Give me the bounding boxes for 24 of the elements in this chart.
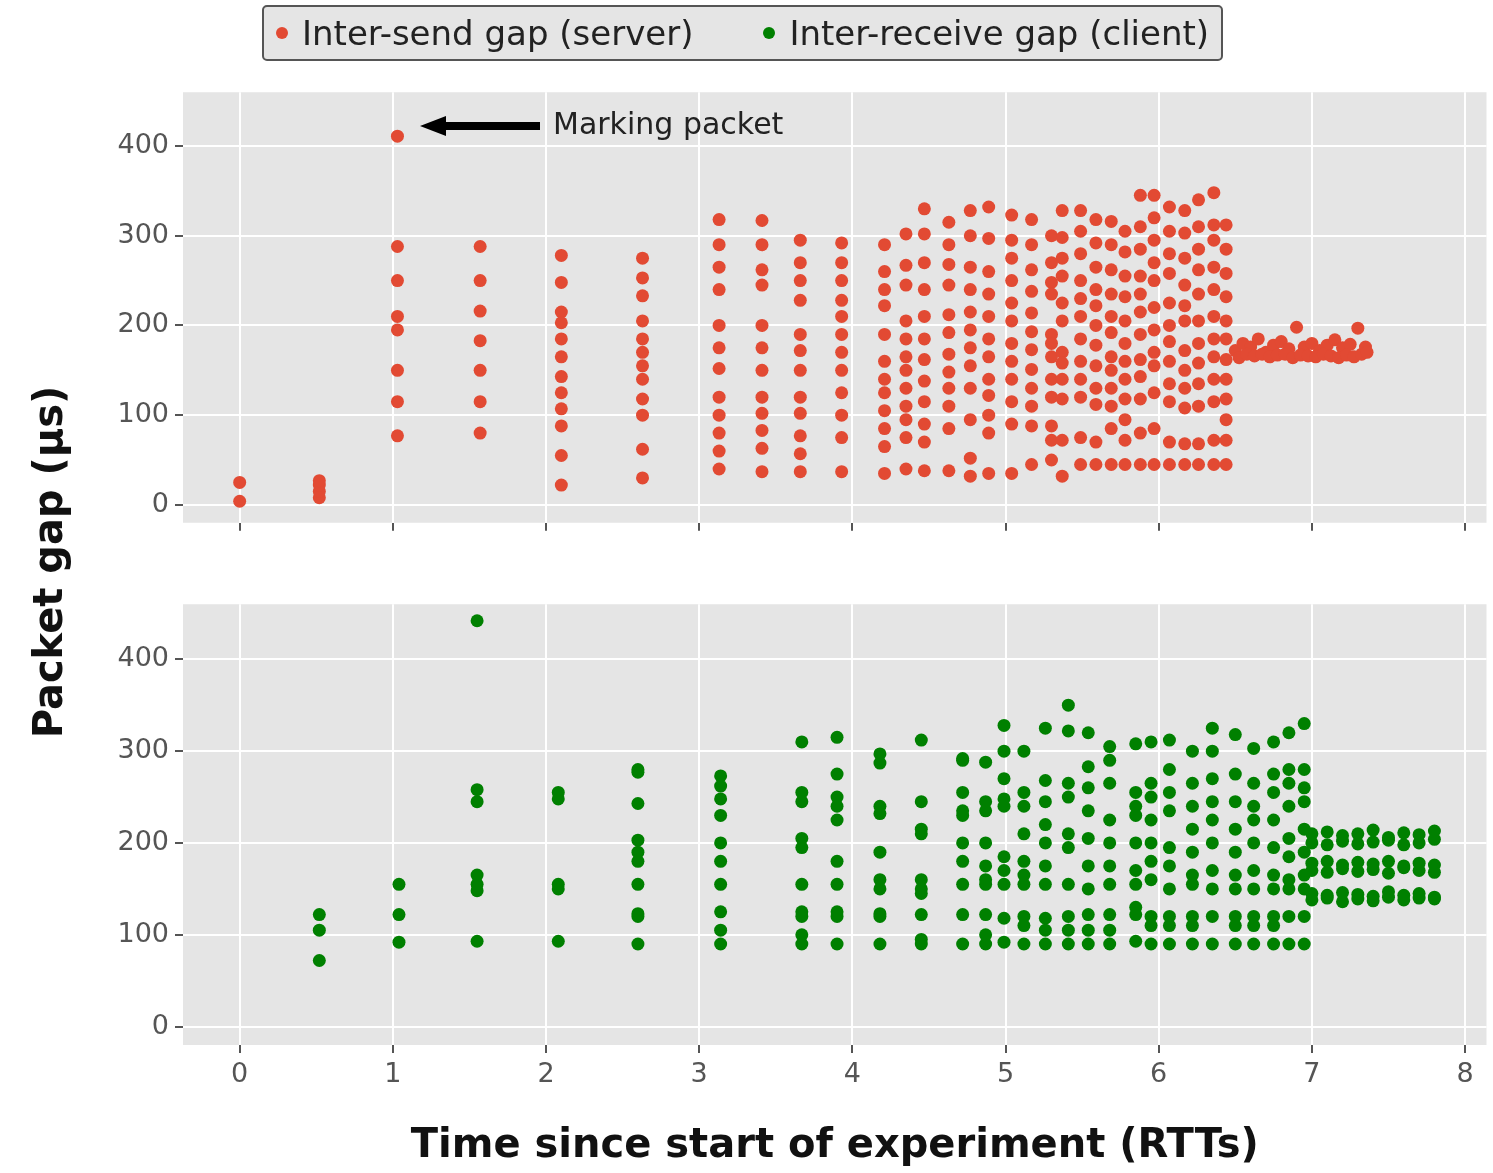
legend-label: Inter-send gap (server) [302,13,694,53]
y-tick-label: 100 [117,397,169,429]
y-tick-label: 300 [117,733,169,765]
x-tick-label: 1 [384,1057,402,1089]
x-tick-label: 2 [537,1057,555,1089]
x-tick-label: 3 [690,1057,708,1089]
y-tick-label: 200 [117,307,169,339]
legend-label: Inter-receive gap (client) [789,13,1210,53]
y-tick-label: 0 [151,1008,169,1040]
x-tick-label: 5 [996,1057,1015,1089]
x-axis-title: Time since start of experiment (RTTs) [410,1120,1259,1167]
y-tick-label: 200 [117,824,169,856]
y-axis-title: Packet gap (μs) [25,385,71,739]
y-tick-label: 400 [117,128,169,160]
y-tick-label: 300 [117,217,169,249]
x-tick-label: 7 [1303,1057,1321,1089]
x-tick-label: 8 [1456,1057,1474,1089]
annotation: Marking packet [553,105,784,141]
x-tick-label: 6 [1150,1057,1168,1089]
x-tick-label: 4 [843,1057,861,1089]
y-tick-label: 400 [117,641,169,673]
y-tick-label: 100 [117,916,169,948]
y-tick-label: 0 [151,486,169,518]
x-tick-label: 0 [231,1057,249,1089]
